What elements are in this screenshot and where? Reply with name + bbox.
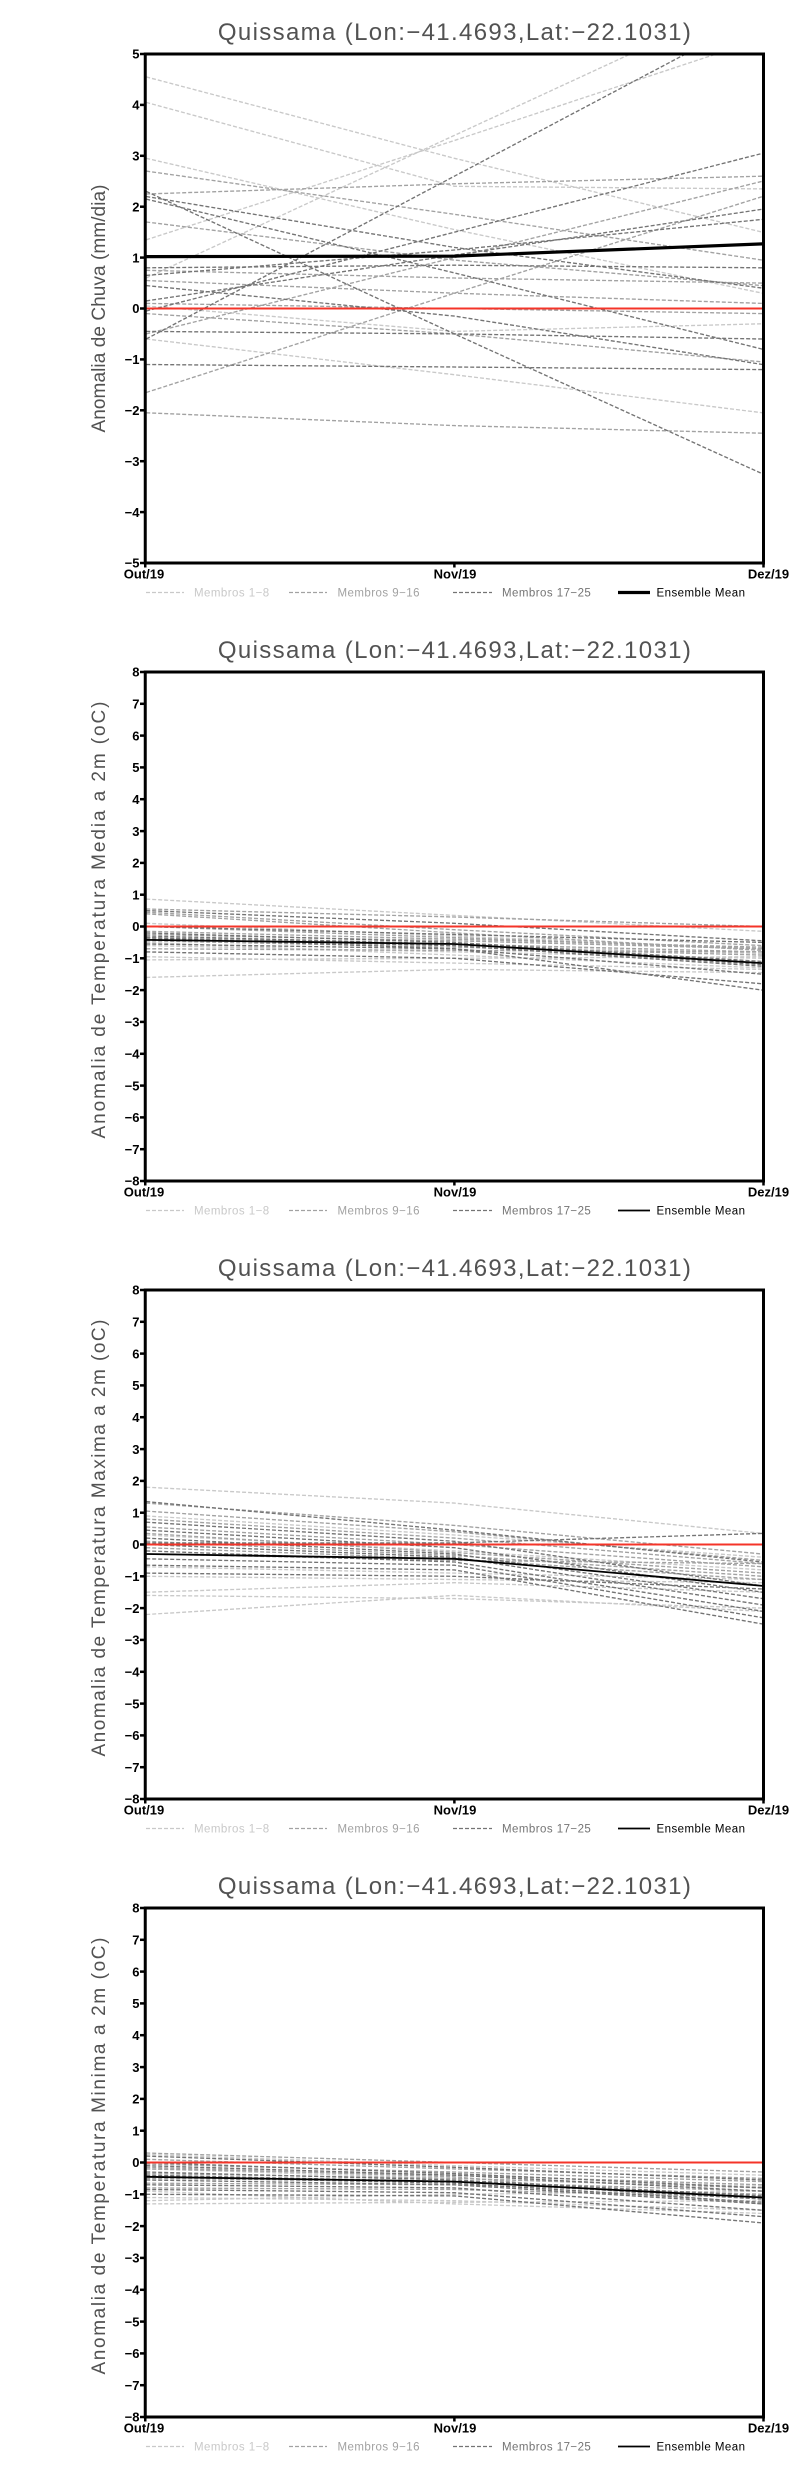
svg-text:7: 7 bbox=[132, 1933, 139, 1948]
svg-text:1: 1 bbox=[132, 2123, 139, 2138]
svg-text:2: 2 bbox=[132, 856, 139, 871]
svg-text:Membros 1−8: Membros 1−8 bbox=[194, 588, 270, 600]
svg-text:−2: −2 bbox=[125, 983, 140, 998]
svg-text:8: 8 bbox=[132, 665, 139, 680]
svg-text:4: 4 bbox=[132, 1410, 140, 1425]
svg-text:−4: −4 bbox=[125, 2282, 141, 2297]
svg-text:Anomalia de Temperatura Maxima: Anomalia de Temperatura Maxima a 2m (oC) bbox=[89, 1320, 110, 1757]
svg-text:3: 3 bbox=[132, 824, 139, 839]
svg-text:6: 6 bbox=[132, 728, 139, 743]
svg-text:Out/19: Out/19 bbox=[124, 567, 164, 582]
svg-text:Out/19: Out/19 bbox=[124, 2421, 164, 2436]
svg-text:−4: −4 bbox=[125, 1046, 141, 1061]
svg-text:0: 0 bbox=[132, 919, 139, 934]
svg-text:0: 0 bbox=[132, 1537, 139, 1552]
svg-text:0: 0 bbox=[132, 2155, 139, 2170]
svg-text:1: 1 bbox=[132, 1505, 139, 1520]
svg-text:6: 6 bbox=[132, 1964, 139, 1979]
svg-text:8: 8 bbox=[132, 1283, 139, 1298]
svg-text:Anomalia de Chuva (mm/dia): Anomalia de Chuva (mm/dia) bbox=[89, 185, 110, 433]
svg-text:−2: −2 bbox=[125, 403, 140, 418]
svg-text:Nov/19: Nov/19 bbox=[434, 567, 477, 582]
svg-text:4: 4 bbox=[132, 792, 140, 807]
svg-text:−8: −8 bbox=[125, 1174, 140, 1189]
svg-text:−5: −5 bbox=[125, 1078, 140, 1093]
svg-text:Ensemble Mean: Ensemble Mean bbox=[657, 2442, 746, 2454]
svg-text:Ensemble Mean: Ensemble Mean bbox=[657, 588, 746, 600]
svg-text:Dez/19: Dez/19 bbox=[748, 567, 789, 582]
svg-text:−3: −3 bbox=[125, 1015, 140, 1030]
svg-text:Membros 17−25: Membros 17−25 bbox=[502, 1206, 591, 1218]
svg-text:5: 5 bbox=[132, 1996, 139, 2011]
svg-text:−4: −4 bbox=[125, 1664, 141, 1679]
svg-text:0: 0 bbox=[132, 301, 139, 316]
svg-text:−3: −3 bbox=[125, 454, 140, 469]
svg-text:Quissama (Lon:−41.4693,Lat:−22: Quissama (Lon:−41.4693,Lat:−22.1031) bbox=[218, 19, 691, 46]
svg-text:2: 2 bbox=[132, 2092, 139, 2107]
svg-text:Nov/19: Nov/19 bbox=[434, 1803, 477, 1818]
svg-text:8: 8 bbox=[132, 1901, 139, 1916]
svg-text:−7: −7 bbox=[125, 1142, 140, 1157]
svg-text:−6: −6 bbox=[125, 2346, 140, 2361]
svg-text:Nov/19: Nov/19 bbox=[434, 1185, 477, 1200]
svg-text:Ensemble Mean: Ensemble Mean bbox=[657, 1824, 746, 1836]
svg-text:4: 4 bbox=[132, 98, 140, 113]
svg-text:1: 1 bbox=[132, 250, 139, 265]
svg-text:Out/19: Out/19 bbox=[124, 1803, 164, 1818]
svg-text:−7: −7 bbox=[125, 2378, 140, 2393]
svg-text:−7: −7 bbox=[125, 1760, 140, 1775]
svg-text:Membros 1−8: Membros 1−8 bbox=[194, 1206, 270, 1218]
svg-text:7: 7 bbox=[132, 1315, 139, 1330]
svg-text:Dez/19: Dez/19 bbox=[748, 1185, 789, 1200]
svg-text:Quissama (Lon:−41.4693,Lat:−22: Quissama (Lon:−41.4693,Lat:−22.1031) bbox=[218, 637, 691, 664]
svg-text:5: 5 bbox=[132, 760, 139, 775]
svg-text:Dez/19: Dez/19 bbox=[748, 2421, 789, 2436]
svg-text:Anomalia de Temperatura Minima: Anomalia de Temperatura Minima a 2m (oC) bbox=[89, 1938, 110, 2375]
svg-text:Membros 9−16: Membros 9−16 bbox=[338, 1206, 420, 1218]
svg-text:Membros 17−25: Membros 17−25 bbox=[502, 2442, 591, 2454]
svg-text:−1: −1 bbox=[125, 352, 140, 367]
svg-text:Membros 17−25: Membros 17−25 bbox=[502, 1824, 591, 1836]
svg-text:Nov/19: Nov/19 bbox=[434, 2421, 477, 2436]
svg-text:−3: −3 bbox=[125, 1633, 140, 1648]
svg-text:−6: −6 bbox=[125, 1728, 140, 1743]
svg-text:5: 5 bbox=[132, 1378, 139, 1393]
svg-text:Membros 9−16: Membros 9−16 bbox=[338, 588, 420, 600]
svg-text:4: 4 bbox=[132, 2028, 140, 2043]
svg-text:Membros 1−8: Membros 1−8 bbox=[194, 2442, 270, 2454]
svg-text:−1: −1 bbox=[125, 1569, 140, 1584]
svg-text:Out/19: Out/19 bbox=[124, 1185, 164, 1200]
svg-text:−3: −3 bbox=[125, 2251, 140, 2266]
svg-text:Membros 9−16: Membros 9−16 bbox=[338, 2442, 420, 2454]
svg-text:−1: −1 bbox=[125, 2187, 140, 2202]
svg-text:−6: −6 bbox=[125, 1110, 140, 1125]
svg-text:3: 3 bbox=[132, 149, 139, 164]
svg-text:3: 3 bbox=[132, 1442, 139, 1457]
svg-text:−4: −4 bbox=[125, 505, 141, 520]
svg-text:−8: −8 bbox=[125, 2410, 140, 2425]
svg-text:−8: −8 bbox=[125, 1792, 140, 1807]
svg-text:−5: −5 bbox=[125, 556, 140, 571]
svg-text:Anomalia de Temperatura Media: Anomalia de Temperatura Media a 2m (oC) bbox=[89, 702, 110, 1139]
svg-text:−5: −5 bbox=[125, 2314, 140, 2329]
svg-text:5: 5 bbox=[132, 47, 139, 62]
svg-text:Ensemble Mean: Ensemble Mean bbox=[657, 1206, 746, 1218]
svg-text:Membros 9−16: Membros 9−16 bbox=[338, 1824, 420, 1836]
svg-text:−1: −1 bbox=[125, 951, 140, 966]
svg-text:Quissama (Lon:−41.4693,Lat:−22: Quissama (Lon:−41.4693,Lat:−22.1031) bbox=[218, 1873, 691, 1900]
svg-text:6: 6 bbox=[132, 1346, 139, 1361]
svg-text:2: 2 bbox=[132, 199, 139, 214]
svg-text:1: 1 bbox=[132, 887, 139, 902]
svg-text:−2: −2 bbox=[125, 1601, 140, 1616]
svg-text:7: 7 bbox=[132, 697, 139, 712]
svg-text:−5: −5 bbox=[125, 1696, 140, 1711]
svg-text:Membros 1−8: Membros 1−8 bbox=[194, 1824, 270, 1836]
svg-text:Dez/19: Dez/19 bbox=[748, 1803, 789, 1818]
svg-text:−2: −2 bbox=[125, 2219, 140, 2234]
svg-text:3: 3 bbox=[132, 2060, 139, 2075]
svg-text:Membros 17−25: Membros 17−25 bbox=[502, 588, 591, 600]
svg-text:Quissama (Lon:−41.4693,Lat:−22: Quissama (Lon:−41.4693,Lat:−22.1031) bbox=[218, 1255, 691, 1282]
svg-text:2: 2 bbox=[132, 1474, 139, 1489]
